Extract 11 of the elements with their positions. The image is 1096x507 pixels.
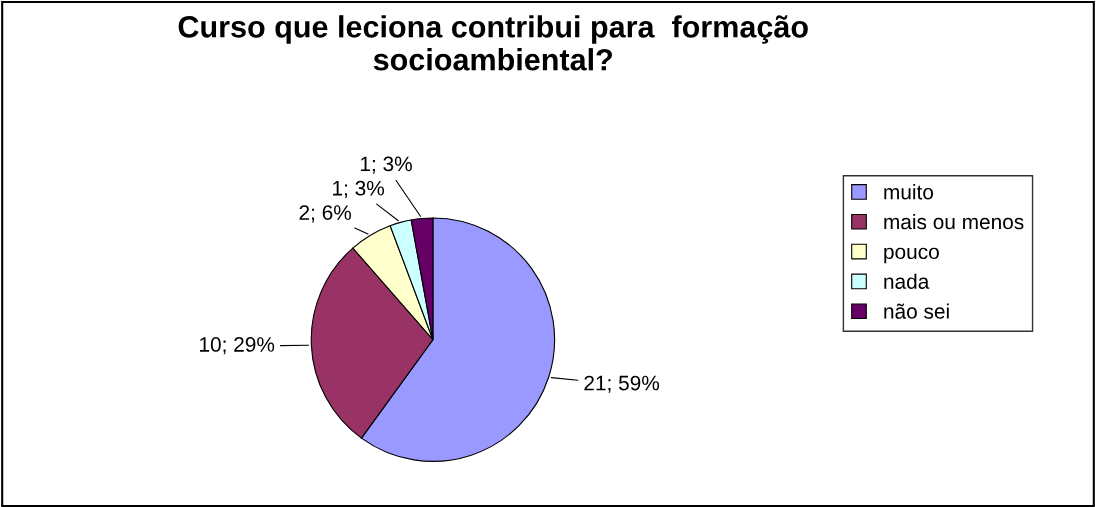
data-label: 2; 6% (299, 205, 352, 223)
legend-label: pouco (884, 247, 939, 264)
chart-title: Curso que leciona contribui para formação socioambiental? (178, 15, 808, 71)
legend-label: muito (884, 184, 934, 200)
legend-label: mais ou menos (884, 213, 1024, 230)
data-label: 21; 59% (584, 375, 660, 393)
legend-label: não sei (884, 303, 949, 319)
data-label: 10; 29% (200, 337, 275, 355)
legend-label: nada (884, 273, 930, 289)
data-label: 1; 3% (360, 156, 412, 174)
data-label: 1; 3% (333, 180, 385, 199)
